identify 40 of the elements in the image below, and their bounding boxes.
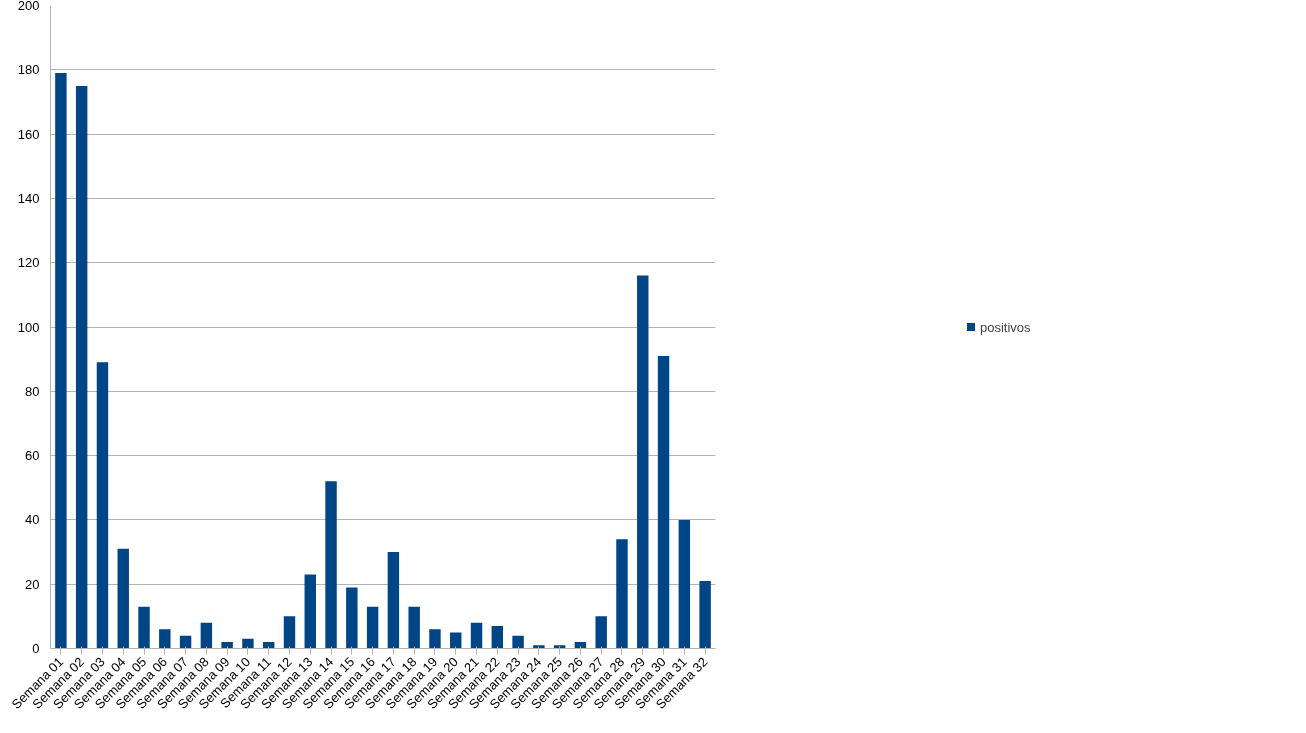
bar (595, 616, 607, 649)
bar (200, 622, 213, 649)
bar (159, 629, 171, 649)
bar (387, 552, 400, 649)
y-tick-label: 120 (17, 255, 40, 271)
bar (242, 638, 254, 649)
y-tick-label: 180 (17, 62, 40, 78)
bar (491, 625, 504, 649)
y-tick-label: 100 (17, 319, 40, 335)
bar (512, 635, 524, 649)
bar (283, 616, 296, 649)
bar (346, 587, 358, 649)
bar (55, 73, 67, 649)
bar (325, 481, 337, 649)
bar (699, 580, 711, 649)
bar (75, 85, 88, 649)
bar (366, 606, 379, 649)
y-tick-label: 140 (17, 190, 40, 206)
bar (221, 642, 233, 649)
y-tick-label: 200 (17, 0, 40, 13)
y-tick-label: 20 (25, 576, 40, 592)
bar (429, 629, 441, 649)
bar (408, 606, 420, 649)
legend-label: positivos (980, 319, 1032, 334)
bar (96, 362, 109, 649)
bar (117, 548, 129, 649)
bar (470, 622, 483, 649)
bar (678, 519, 691, 649)
y-tick-label: 0 (32, 641, 40, 656)
y-tick-label: 80 (25, 383, 40, 399)
bar (138, 606, 150, 649)
y-tick-label: 160 (17, 126, 40, 142)
y-tick-label: 60 (25, 448, 40, 464)
bar (637, 275, 649, 649)
y-tick-label: 40 (25, 512, 40, 528)
bar (533, 645, 545, 649)
bar (616, 539, 628, 649)
bar (304, 574, 316, 649)
bar (657, 355, 670, 649)
bar (450, 632, 462, 649)
